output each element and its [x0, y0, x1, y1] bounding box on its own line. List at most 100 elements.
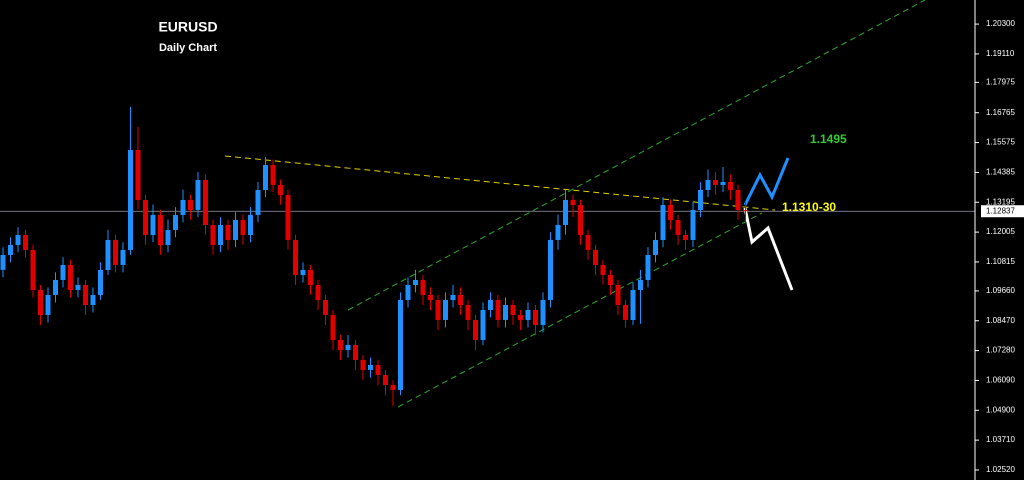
candle-body — [495, 299, 501, 320]
candle-body — [83, 284, 88, 305]
y-tick-label: 1.13195 — [986, 197, 1015, 206]
candle-body — [293, 239, 298, 275]
y-tick-label: 1.03710 — [986, 435, 1015, 444]
candle-body — [180, 199, 186, 215]
candle-body — [218, 224, 223, 245]
candle-body — [548, 239, 553, 300]
candle-body — [720, 181, 726, 185]
candle-body — [675, 219, 681, 235]
candle-body — [128, 149, 133, 250]
y-tick-label: 1.08470 — [986, 316, 1015, 325]
candle-body — [30, 249, 36, 290]
candle-body — [38, 289, 43, 315]
candle-body — [743, 209, 748, 212]
candle-body — [323, 299, 328, 315]
y-tick-label: 1.15575 — [986, 138, 1015, 147]
candle-body — [300, 269, 306, 275]
candle-body — [623, 304, 628, 320]
candle-body — [263, 164, 268, 190]
candle-body — [195, 179, 201, 210]
candle-body — [368, 364, 373, 370]
candle-body — [158, 214, 163, 245]
candle-body — [75, 284, 81, 290]
candle-body — [225, 224, 231, 240]
channel-lower — [397, 212, 763, 408]
candle-body — [390, 384, 396, 390]
candle-body — [735, 189, 741, 210]
candle-body — [668, 204, 673, 220]
candle-body — [188, 199, 193, 210]
candle-body — [248, 214, 253, 235]
candle-body — [338, 339, 343, 350]
candle-body — [458, 294, 463, 305]
candle-body — [443, 299, 448, 320]
candle-body — [270, 164, 276, 185]
candle-body — [8, 244, 13, 255]
candle-body — [600, 264, 606, 275]
candle-body — [653, 239, 658, 255]
bearish-projection — [743, 207, 794, 291]
candle-body — [240, 219, 246, 235]
candle-body — [68, 264, 73, 290]
y-tick-label: 1.02520 — [986, 465, 1015, 474]
chart-title: EURUSD — [158, 19, 217, 35]
candle-body — [630, 289, 636, 320]
candle-body — [383, 374, 388, 385]
candle-body — [210, 224, 216, 245]
candle-body — [60, 264, 66, 280]
candle-body — [203, 179, 208, 225]
candle-body — [398, 299, 403, 390]
candle-body — [105, 239, 111, 270]
y-tick-label: 1.14385 — [986, 168, 1015, 177]
candle-body — [150, 214, 156, 235]
candle-body — [578, 204, 583, 235]
candle-body — [585, 234, 591, 250]
candle-body — [638, 279, 643, 290]
candle-body — [555, 224, 561, 240]
y-tick-label: 1.12005 — [986, 227, 1015, 236]
candle-body — [0, 254, 6, 270]
candle-body — [563, 199, 568, 225]
y-tick-label: 1.09660 — [986, 286, 1015, 295]
candle-body — [360, 359, 366, 370]
candle-body — [353, 344, 358, 360]
level-label: 1.1310-30 — [782, 200, 836, 214]
y-tick-label: 1.20300 — [986, 19, 1015, 28]
candle-body — [330, 314, 336, 340]
candle-body — [660, 204, 666, 240]
candle-body — [135, 149, 141, 200]
candle-body — [465, 304, 471, 320]
candle-body — [480, 309, 486, 340]
candle-body — [608, 274, 613, 285]
y-tick-label: 1.07280 — [986, 346, 1015, 355]
candle-body — [345, 344, 351, 350]
y-tick-label: 1.19110 — [986, 49, 1015, 58]
y-tick-label: 1.17975 — [986, 77, 1015, 86]
candle-body — [233, 219, 238, 240]
candle-body — [113, 239, 118, 265]
candle-body — [428, 294, 433, 300]
candle-body — [143, 199, 148, 235]
candle-body — [98, 269, 103, 295]
candle-body — [435, 299, 441, 320]
candle-body — [540, 299, 546, 325]
candle-body — [503, 304, 508, 320]
candle-body — [525, 309, 531, 320]
candle-body — [413, 279, 418, 285]
candle-body — [375, 364, 381, 375]
candle-body — [255, 189, 261, 215]
resistance-line — [224, 155, 776, 211]
candle-body — [683, 234, 688, 240]
candle-body — [173, 214, 178, 230]
last-price-box — [981, 205, 1024, 218]
candle-body — [308, 269, 313, 285]
candle-body — [533, 309, 538, 325]
y-tick-label: 1.16765 — [986, 108, 1015, 117]
candle-body — [23, 234, 28, 250]
candle-body — [405, 284, 411, 300]
candle-body — [645, 254, 651, 280]
candle-body — [570, 199, 576, 205]
candle-body — [15, 234, 21, 245]
candle-body — [278, 184, 283, 195]
candle-body — [315, 284, 321, 300]
